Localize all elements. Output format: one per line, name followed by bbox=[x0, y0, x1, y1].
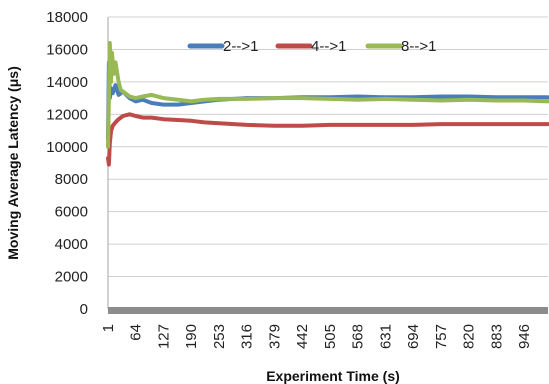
y-tick-label: 14000 bbox=[46, 74, 88, 91]
x-tick-label: 631 bbox=[377, 324, 394, 349]
x-tick: 127 bbox=[155, 324, 172, 349]
x-tick: 505 bbox=[322, 324, 339, 349]
x-axis-title: Experiment Time (s) bbox=[266, 368, 400, 384]
x-tick: 820 bbox=[461, 324, 478, 349]
x-tick: 379 bbox=[266, 324, 283, 349]
y-tick-label: 12000 bbox=[46, 106, 88, 123]
x-tick-label: 757 bbox=[433, 324, 450, 349]
legend-label: 8-->1 bbox=[401, 38, 436, 55]
y-tick-label: 18000 bbox=[46, 9, 88, 26]
x-tick: 631 bbox=[377, 324, 394, 349]
y-tick-label: 4000 bbox=[55, 236, 88, 253]
y-tick-label: 8000 bbox=[55, 171, 88, 188]
x-tick-label: 442 bbox=[294, 324, 311, 349]
x-tick: 568 bbox=[350, 324, 367, 349]
x-tick: 190 bbox=[183, 324, 200, 349]
x-tick-label: 1 bbox=[100, 324, 117, 332]
y-tick-label: 10000 bbox=[46, 139, 88, 156]
legend-item: 2-->1 bbox=[187, 38, 258, 55]
y-tick-label: 2000 bbox=[55, 269, 88, 286]
y-tick-label: 16000 bbox=[46, 41, 88, 58]
x-tick: 946 bbox=[516, 324, 533, 349]
x-tick-label: 379 bbox=[266, 324, 283, 349]
x-tick: 883 bbox=[488, 324, 505, 349]
x-tick: 442 bbox=[294, 324, 311, 349]
legend-label: 4-->1 bbox=[311, 38, 346, 55]
x-tick: 253 bbox=[211, 324, 228, 349]
y-tick-label: 6000 bbox=[55, 204, 88, 221]
x-tick-label: 316 bbox=[239, 324, 256, 349]
x-axis-baseline bbox=[108, 307, 548, 314]
legend-label: 2-->1 bbox=[223, 38, 258, 55]
y-axis-title: Moving Average Latency (μs) bbox=[5, 66, 21, 259]
x-tick-label: 820 bbox=[461, 324, 478, 349]
x-tick: 64 bbox=[128, 324, 145, 341]
x-tick: 1 bbox=[100, 324, 117, 332]
x-tick-label: 127 bbox=[155, 324, 172, 349]
x-tick-label: 253 bbox=[211, 324, 228, 349]
x-tick: 694 bbox=[405, 324, 422, 349]
series-line-4-1 bbox=[106, 112, 549, 167]
legend-item: 8-->1 bbox=[365, 38, 436, 55]
legend: 2-->1 4-->1 8-->1 bbox=[187, 38, 436, 55]
series-lines bbox=[106, 41, 549, 167]
x-tick-label: 64 bbox=[128, 324, 145, 341]
x-tick-label: 946 bbox=[516, 324, 533, 349]
series-line-8-1 bbox=[106, 41, 549, 149]
x-tick: 757 bbox=[433, 324, 450, 349]
legend-item: 4-->1 bbox=[275, 38, 346, 55]
x-tick-label: 568 bbox=[350, 324, 367, 349]
x-tick-label: 883 bbox=[488, 324, 505, 349]
grid bbox=[108, 16, 548, 278]
x-tick-label: 505 bbox=[322, 324, 339, 349]
x-tick: 316 bbox=[239, 324, 256, 349]
x-tick-label: 190 bbox=[183, 324, 200, 349]
x-tick-label: 694 bbox=[405, 324, 422, 349]
y-tick-label: 0 bbox=[80, 301, 88, 318]
